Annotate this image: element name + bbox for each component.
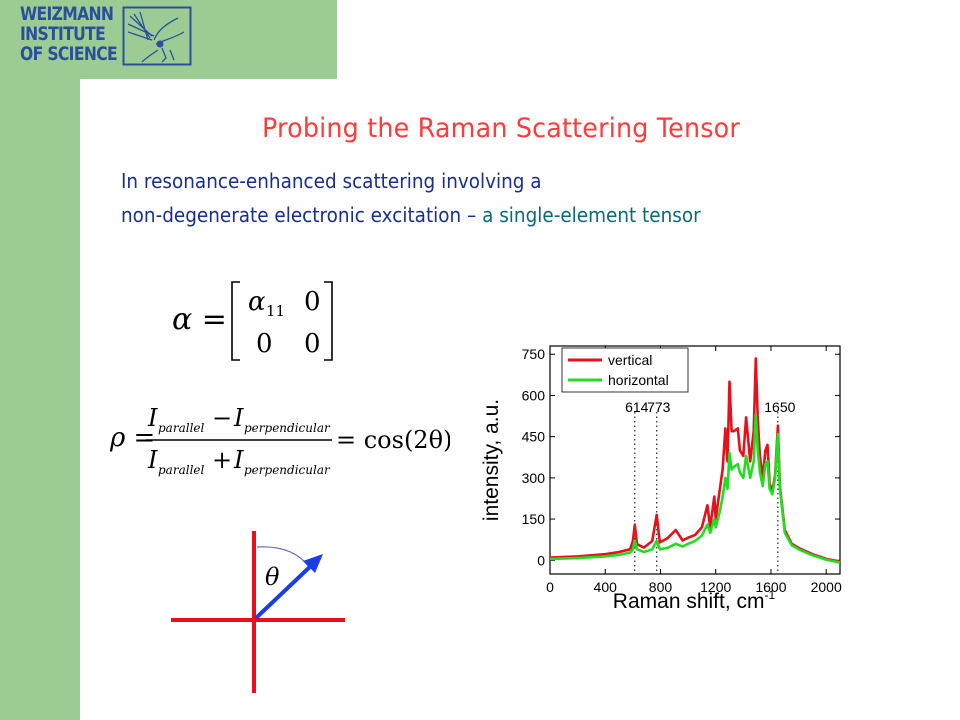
logo-line-2: INSTITUTE	[20, 23, 106, 45]
numerator-sub-parallel: parallel	[158, 421, 205, 435]
series-line-horizontal	[549, 413, 841, 564]
y-tick-label: 300	[522, 470, 546, 486]
matrix-a21: 0	[256, 329, 273, 359]
slide-title: Probing the Raman Scattering Tensor	[262, 113, 741, 144]
logo-line-3: OF SCIENCE	[20, 43, 118, 65]
left-green-bar	[0, 0, 80, 720]
x-axis-label-superscript: -1	[765, 588, 776, 602]
peak-label: 1650	[764, 399, 795, 415]
x-axis-label-main: Raman shift, cm	[613, 590, 765, 613]
legend-label-horizontal: horizontal	[608, 372, 669, 388]
x-tick-label: 2000	[811, 579, 842, 595]
institute-emblem-icon	[122, 6, 192, 66]
body-line-2-main: non-degenerate electronic excitation –	[121, 203, 483, 227]
matrix-right-bracket	[324, 281, 333, 361]
matrix-a11-subscript: 11	[266, 302, 285, 320]
peak-label: 614	[625, 399, 649, 415]
denominator-I-perpendicular: I	[233, 446, 244, 474]
polarization-arrow-shaft	[254, 560, 317, 620]
polarization-angle-diagram: θ	[171, 531, 345, 693]
x-tick-label: 800	[649, 579, 673, 595]
x-axis-label: Raman shift, cm-1	[613, 588, 776, 613]
x-tick-label: 1200	[700, 579, 731, 595]
numerator-I-parallel: I	[147, 404, 158, 432]
tensor-lhs: α =	[172, 302, 227, 337]
matrix-a11: α	[248, 287, 266, 317]
y-tick-label: 150	[522, 511, 546, 527]
legend-box	[561, 347, 689, 393]
x-tick-label: 1600	[755, 579, 786, 595]
x-axis-ticks: 0 400 800 1200 1600 2000	[546, 346, 842, 595]
tensor-matrix-formula: α = α 11 0 0 0	[172, 276, 342, 370]
body-line-2-highlight: a single-element tensor	[482, 203, 701, 227]
body-line-1: In resonance-enhanced scattering involvi…	[121, 169, 542, 193]
rho-rhs: = cos(2θ)	[336, 426, 450, 454]
raman-spectrum-chart: 0 150 300 450 600 750 0 400 800 1200 1600 2000 614…	[480, 345, 842, 613]
matrix-a12: 0	[304, 287, 321, 317]
numerator-minus: −	[212, 404, 232, 432]
denominator-plus: +	[212, 446, 232, 474]
chart-legend: vertical horizontal	[561, 347, 689, 393]
matrix-a22: 0	[304, 329, 321, 359]
series-lines	[549, 357, 841, 564]
x-tick-label: 0	[546, 579, 554, 595]
denominator-sub-parallel: parallel	[158, 463, 205, 477]
y-tick-label: 600	[522, 387, 546, 403]
theta-label: θ	[265, 563, 280, 591]
matrix-left-bracket	[231, 281, 240, 361]
y-tick-label: 450	[522, 429, 546, 445]
y-axis-label: intensity, a.u.	[480, 399, 503, 521]
body-line-2: non-degenerate electronic excitation – a…	[121, 203, 701, 227]
legend-label-vertical: vertical	[608, 352, 652, 368]
polarization-arrow-head	[303, 554, 323, 573]
numerator-sub-perpendicular: perpendicular	[244, 421, 331, 435]
numerator-I-perpendicular: I	[233, 404, 244, 432]
denominator-sub-perpendicular: perpendicular	[244, 463, 331, 477]
y-tick-label: 750	[522, 346, 546, 362]
peak-label: 773	[647, 399, 671, 415]
denominator-I-parallel: I	[147, 446, 158, 474]
y-tick-label: 0	[537, 552, 545, 568]
institute-logo-text: WEIZMANN INSTITUTE OF SCIENCE	[20, 4, 124, 64]
content-corner-curve	[80, 79, 160, 159]
x-tick-label: 400	[594, 579, 618, 595]
depolarization-ratio-formula: ρ = I parallel − I perpendicular I paral…	[109, 398, 452, 482]
logo-line-1: WEIZMANN	[20, 3, 114, 25]
rho-lhs: ρ =	[110, 423, 155, 453]
y-axis-ticks: 0 150 300 450 600 750	[522, 346, 840, 568]
